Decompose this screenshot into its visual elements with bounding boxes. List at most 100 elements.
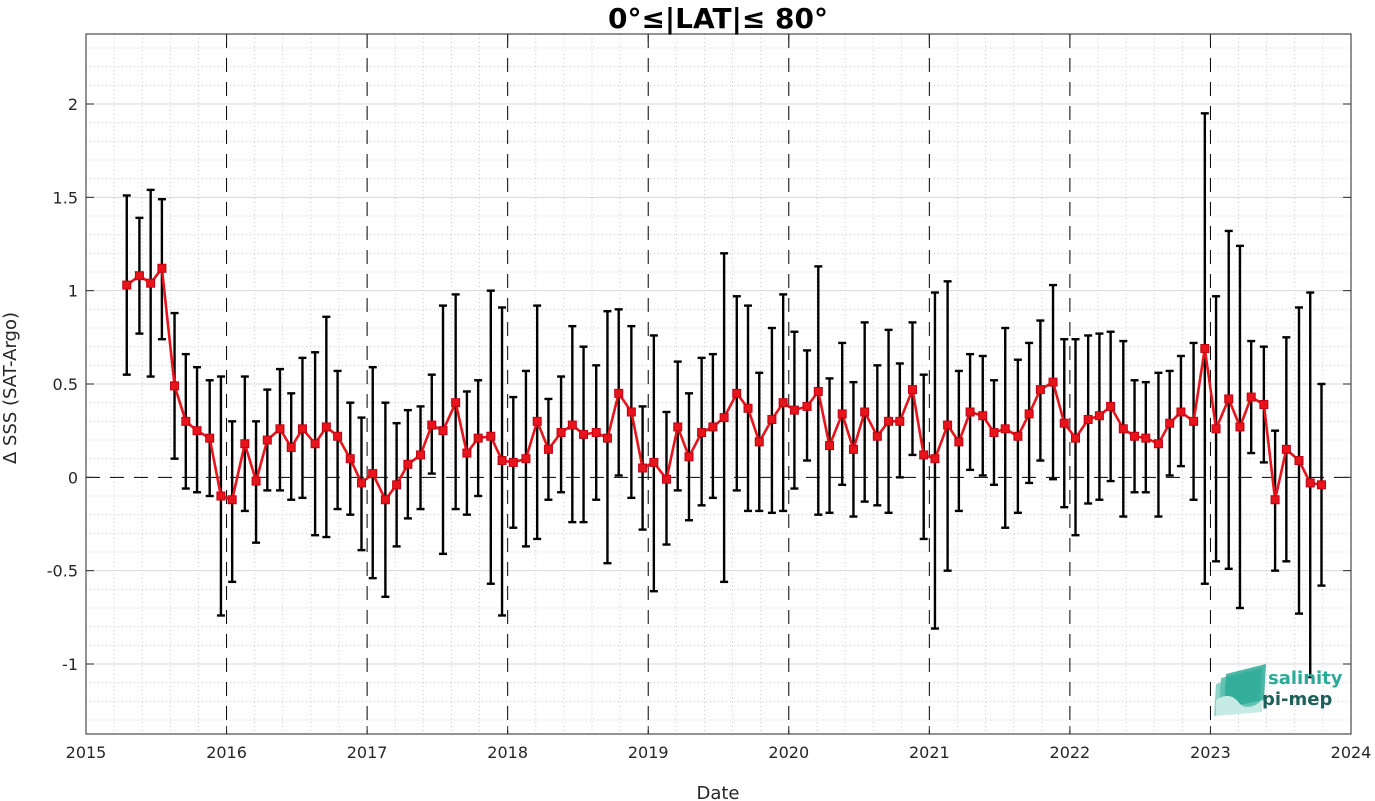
data-markers	[122, 263, 1326, 505]
y-axis-label: Δ SSS (SAT-Argo)	[0, 312, 21, 464]
data-point	[602, 433, 612, 443]
x-tick-label: 2019	[628, 743, 669, 762]
data-point	[1000, 424, 1010, 434]
data-point	[297, 424, 307, 434]
data-point	[240, 439, 250, 449]
data-point	[719, 413, 729, 423]
data-point	[989, 428, 999, 438]
data-point	[638, 463, 648, 473]
data-point	[403, 459, 413, 469]
major-grid	[86, 103, 1351, 665]
x-tick-label: 2020	[768, 743, 809, 762]
data-point	[146, 278, 156, 288]
data-point	[170, 381, 180, 391]
data-point	[1048, 377, 1058, 387]
data-point	[310, 439, 320, 449]
data-point	[1294, 456, 1304, 466]
axes-box	[85, 33, 1352, 735]
data-point	[1024, 409, 1034, 419]
data-point	[754, 437, 764, 447]
x-tick-label: 2016	[206, 743, 247, 762]
data-point	[380, 495, 390, 505]
data-point	[251, 476, 261, 486]
data-point	[837, 409, 847, 419]
data-point	[1094, 411, 1104, 421]
data-point	[778, 398, 788, 408]
data-point	[1189, 416, 1199, 426]
data-point	[1235, 422, 1245, 432]
x-tick-label: 2024	[1331, 743, 1372, 762]
data-point	[345, 454, 355, 464]
data-point	[954, 437, 964, 447]
data-point	[813, 386, 823, 396]
data-point	[1224, 394, 1234, 404]
data-point	[1059, 418, 1069, 428]
data-point	[767, 414, 777, 424]
data-point	[1176, 407, 1186, 417]
data-point	[1071, 433, 1081, 443]
y-tick-label: 1	[68, 282, 78, 301]
data-point	[930, 454, 940, 464]
data-point	[661, 474, 671, 484]
data-point	[825, 441, 835, 451]
data-point	[697, 428, 707, 438]
x-tick-label: 2017	[347, 743, 388, 762]
data-point	[1035, 385, 1045, 395]
x-tick-label: 2021	[909, 743, 950, 762]
data-point	[473, 433, 483, 443]
data-point	[919, 450, 929, 460]
data-point	[1013, 431, 1023, 441]
x-tick-label: 2022	[1050, 743, 1091, 762]
y-tick-labels: -1 -0.5 0 0.5 1 1.5 2	[47, 95, 78, 674]
data-point	[227, 495, 237, 505]
data-point	[626, 407, 636, 417]
data-point	[205, 433, 215, 443]
data-point	[321, 422, 331, 432]
data-point	[591, 428, 601, 438]
data-point	[579, 429, 589, 439]
data-point	[673, 422, 683, 432]
data-point	[649, 457, 659, 467]
data-point	[907, 385, 917, 395]
data-point	[192, 426, 202, 436]
data-point	[157, 263, 167, 273]
data-point	[333, 431, 343, 441]
data-point	[895, 416, 905, 426]
data-point	[286, 442, 296, 452]
logo-text-pi-mep: pi-mep	[1262, 689, 1332, 710]
data-point	[965, 407, 975, 417]
data-point	[532, 416, 542, 426]
x-tick-label: 2023	[1190, 743, 1231, 762]
data-point	[872, 431, 882, 441]
data-point	[1130, 431, 1140, 441]
data-point	[368, 469, 378, 479]
data-point	[1118, 424, 1128, 434]
x-tick-labels: 2015 2016 2017 2018 2019 2020 2021 2022 2023 2024	[66, 743, 1372, 762]
data-point	[1246, 392, 1256, 402]
data-point	[1281, 444, 1291, 454]
data-point	[743, 403, 753, 413]
logo-text-salinity: salinity	[1268, 668, 1343, 689]
y-tick-label: 0	[68, 468, 78, 487]
data-point	[1106, 401, 1116, 411]
data-point	[275, 424, 285, 434]
y-tick-label: -0.5	[47, 562, 78, 581]
data-point	[1305, 478, 1315, 488]
y-tick-label: 2	[68, 95, 78, 114]
year-separator-lines	[226, 34, 1211, 734]
data-point	[684, 452, 694, 462]
x-tick-label: 2015	[66, 743, 107, 762]
data-point	[462, 448, 472, 458]
data-point	[556, 428, 566, 438]
data-point	[1200, 344, 1210, 354]
data-point	[802, 401, 812, 411]
chart-title: 0°≤|LAT|≤ 80°	[608, 2, 828, 35]
logo-wave-icon	[1214, 664, 1266, 716]
data-point	[438, 426, 448, 436]
data-point	[508, 457, 518, 467]
data-point	[1316, 480, 1326, 490]
data-point	[356, 478, 366, 488]
data-point	[789, 405, 799, 415]
data-point	[497, 456, 507, 466]
